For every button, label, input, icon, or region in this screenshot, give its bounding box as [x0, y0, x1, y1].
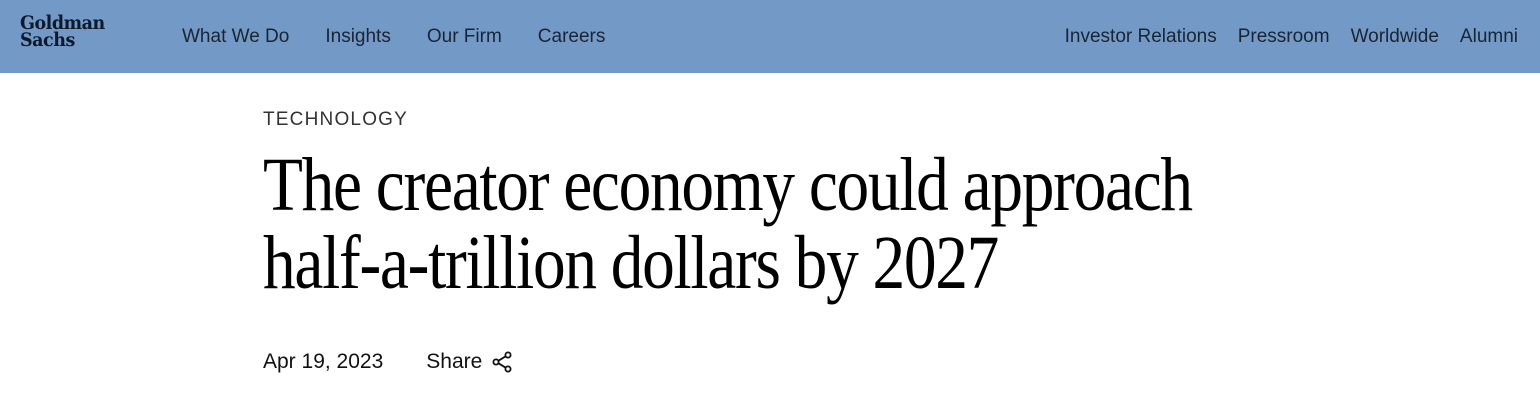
share-icon — [490, 350, 514, 374]
logo-line-2: Sachs — [20, 29, 75, 51]
article-headline: The creator economy could approach half-… — [263, 143, 1193, 305]
publish-date: Apr 19, 2023 — [263, 350, 384, 373]
goldman-sachs-logo[interactable]: Goldman Sachs — [20, 12, 105, 51]
article-header: TECHNOLOGY The creator economy could app… — [263, 108, 1463, 302]
nav-link-what-we-do[interactable]: What We Do — [182, 25, 290, 47]
article-category-link[interactable]: TECHNOLOGY — [263, 109, 409, 130]
top-navigation-bar: Goldman Sachs What We Do Insights Our Fi… — [0, 0, 1540, 73]
logo-line-1: Goldman — [20, 12, 105, 34]
secondary-nav: Investor Relations Pressroom Worldwide A… — [1065, 0, 1518, 73]
article-meta: Apr 19, 2023 Share — [263, 346, 514, 378]
nav-link-investor-relations[interactable]: Investor Relations — [1064, 25, 1217, 47]
nav-link-worldwide[interactable]: Worldwide — [1350, 25, 1439, 47]
nav-link-insights[interactable]: Insights — [325, 25, 391, 47]
nav-link-alumni[interactable]: Alumni — [1459, 25, 1518, 47]
nav-link-careers[interactable]: Careers — [537, 25, 606, 47]
share-label: Share — [426, 350, 483, 373]
share-button[interactable]: Share — [426, 350, 514, 374]
nav-link-our-firm[interactable]: Our Firm — [426, 25, 502, 47]
nav-link-pressroom[interactable]: Pressroom — [1237, 25, 1330, 47]
primary-nav: What We Do Insights Our Firm Careers — [182, 0, 605, 73]
